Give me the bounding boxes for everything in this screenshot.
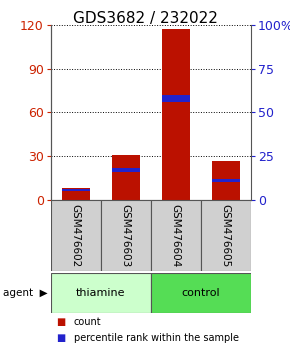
Bar: [112, 155, 139, 200]
Text: agent  ▶: agent ▶: [3, 288, 48, 298]
Bar: [62, 189, 90, 191]
Text: GDS3682 / 232022: GDS3682 / 232022: [72, 11, 218, 25]
Text: GSM476605: GSM476605: [221, 204, 231, 267]
Bar: [151, 200, 201, 271]
Text: ■: ■: [57, 333, 66, 343]
Bar: [151, 273, 251, 313]
Bar: [201, 200, 251, 271]
Bar: [101, 200, 151, 271]
Bar: [51, 200, 101, 271]
Bar: [62, 188, 90, 200]
Text: GSM476604: GSM476604: [171, 204, 181, 267]
Bar: [162, 95, 190, 102]
Text: count: count: [74, 318, 102, 327]
Text: percentile rank within the sample: percentile rank within the sample: [74, 333, 239, 343]
Bar: [212, 179, 240, 183]
Bar: [51, 273, 151, 313]
Bar: [112, 169, 139, 172]
Text: GSM476603: GSM476603: [121, 204, 131, 267]
Text: control: control: [182, 288, 220, 298]
Text: ■: ■: [57, 318, 66, 327]
Text: GSM476602: GSM476602: [71, 204, 81, 267]
Bar: [162, 29, 190, 200]
Text: thiamine: thiamine: [76, 288, 126, 298]
Bar: [212, 161, 240, 200]
